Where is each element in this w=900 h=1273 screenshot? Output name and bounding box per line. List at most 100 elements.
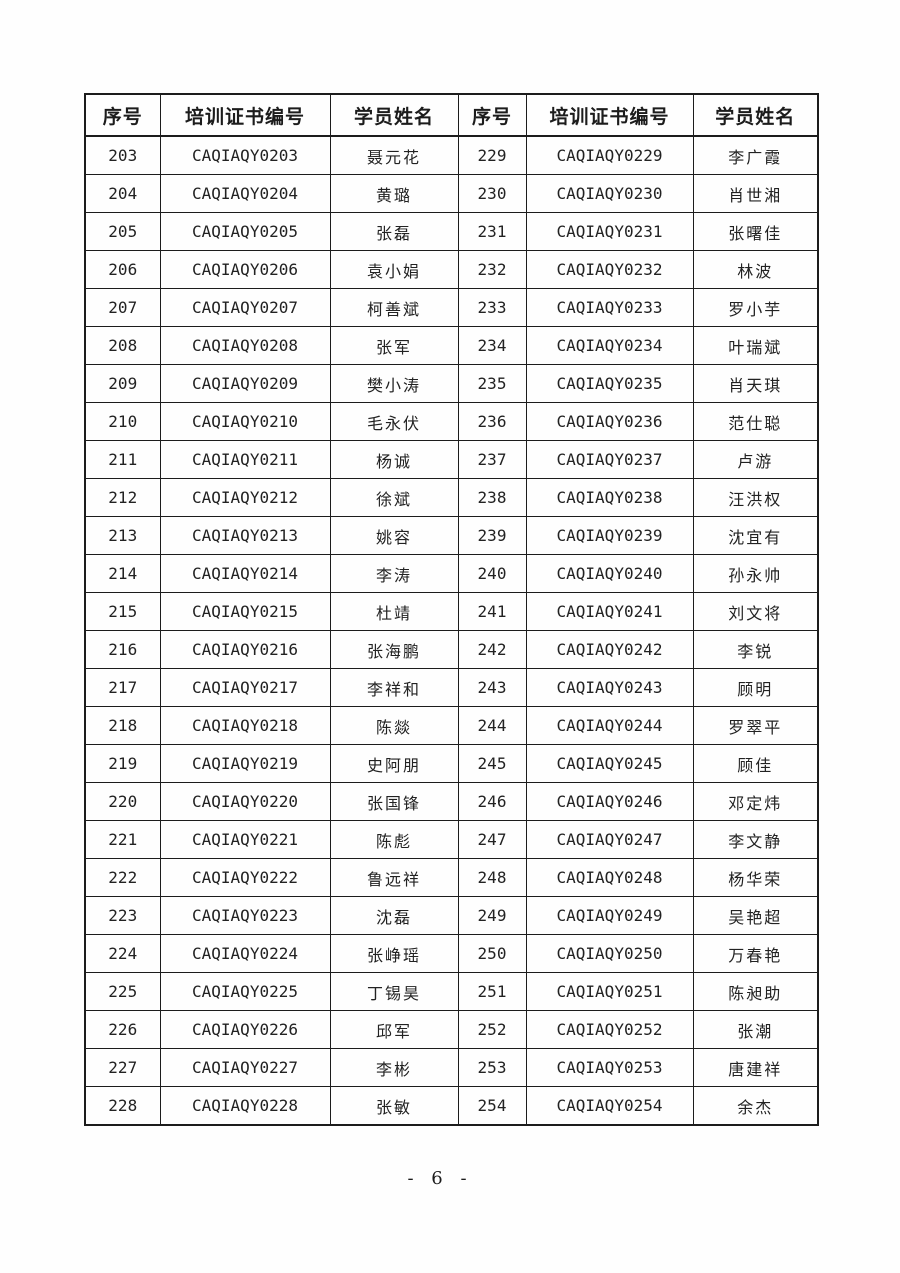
certificate-id-left-cell: CAQIAQY0222 [159, 858, 331, 897]
serial-number-left-cell: 215 [84, 592, 161, 631]
serial-number-right-cell: 238 [457, 478, 527, 517]
certificate-id-left-cell: CAQIAQY0221 [159, 820, 331, 859]
trainee-name-right-cell: 李锐 [692, 630, 819, 669]
serial-number-left-cell: 205 [84, 212, 161, 251]
certificate-id-left-cell: CAQIAQY0210 [159, 402, 331, 441]
table-row: 213 CAQIAQY0213 姚容 239 CAQIAQY0239 沈宜有 [84, 516, 819, 555]
trainee-name-right-cell: 张曙佳 [692, 212, 819, 251]
trainee-name-right-cell: 叶瑞斌 [692, 326, 819, 365]
certificate-id-left-cell: CAQIAQY0216 [159, 630, 331, 669]
certificate-id-left-cell: CAQIAQY0215 [159, 592, 331, 631]
serial-number-right-cell: 237 [457, 440, 527, 479]
trainee-name-right-cell: 余杰 [692, 1086, 819, 1126]
certificate-id-right-cell: CAQIAQY0232 [525, 250, 694, 289]
serial-number-right-cell: 231 [457, 212, 527, 251]
header-serial-right: 序号 [457, 93, 527, 137]
table-row: 222 CAQIAQY0222 鲁远祥 248 CAQIAQY0248 杨华荣 [84, 858, 819, 897]
serial-number-left-cell: 223 [84, 896, 161, 935]
trainee-name-right-cell: 李广霞 [692, 135, 819, 175]
serial-number-right-cell: 240 [457, 554, 527, 593]
table-row: 209 CAQIAQY0209 樊小涛 235 CAQIAQY0235 肖天琪 [84, 364, 819, 403]
serial-number-left-cell: 206 [84, 250, 161, 289]
trainee-name-left-cell: 柯善斌 [329, 288, 459, 327]
trainee-name-left-cell: 聂元花 [329, 135, 459, 175]
page-number: - 6 - [407, 1168, 473, 1189]
table-row: 218 CAQIAQY0218 陈燚 244 CAQIAQY0244 罗翠平 [84, 706, 819, 745]
trainee-name-right-cell: 卢游 [692, 440, 819, 479]
trainee-name-right-cell: 肖世湘 [692, 174, 819, 213]
table-row: 212 CAQIAQY0212 徐斌 238 CAQIAQY0238 汪洪权 [84, 478, 819, 517]
table-header-row: 序号 培训证书编号 学员姓名 序号 培训证书编号 学员姓名 [84, 93, 819, 137]
certificate-id-left-cell: CAQIAQY0207 [159, 288, 331, 327]
trainee-name-right-cell: 吴艳超 [692, 896, 819, 935]
table-row: 207 CAQIAQY0207 柯善斌 233 CAQIAQY0233 罗小芋 [84, 288, 819, 327]
trainee-name-left-cell: 史阿朋 [329, 744, 459, 783]
certificate-id-right-cell: CAQIAQY0237 [525, 440, 694, 479]
header-name-left: 学员姓名 [329, 93, 459, 137]
trainee-name-left-cell: 鲁远祥 [329, 858, 459, 897]
table-row: 204 CAQIAQY0204 黄璐 230 CAQIAQY0230 肖世湘 [84, 174, 819, 213]
table-row: 224 CAQIAQY0224 张峥瑶 250 CAQIAQY0250 万春艳 [84, 934, 819, 973]
serial-number-left-cell: 225 [84, 972, 161, 1011]
table-row: 215 CAQIAQY0215 杜靖 241 CAQIAQY0241 刘文将 [84, 592, 819, 631]
serial-number-left-cell: 203 [84, 135, 161, 175]
trainee-name-right-cell: 杨华荣 [692, 858, 819, 897]
certificate-id-right-cell: CAQIAQY0246 [525, 782, 694, 821]
trainee-name-left-cell: 张国锋 [329, 782, 459, 821]
table-row: 210 CAQIAQY0210 毛永伏 236 CAQIAQY0236 范仕聪 [84, 402, 819, 441]
serial-number-right-cell: 236 [457, 402, 527, 441]
trainee-name-left-cell: 李祥和 [329, 668, 459, 707]
trainee-name-left-cell: 黄璐 [329, 174, 459, 213]
certificate-id-right-cell: CAQIAQY0243 [525, 668, 694, 707]
serial-number-left-cell: 210 [84, 402, 161, 441]
trainee-name-left-cell: 樊小涛 [329, 364, 459, 403]
serial-number-right-cell: 235 [457, 364, 527, 403]
serial-number-right-cell: 233 [457, 288, 527, 327]
certificate-id-left-cell: CAQIAQY0226 [159, 1010, 331, 1049]
trainee-name-left-cell: 毛永伏 [329, 402, 459, 441]
certificate-id-left-cell: CAQIAQY0204 [159, 174, 331, 213]
table-row: 223 CAQIAQY0223 沈磊 249 CAQIAQY0249 吴艳超 [84, 896, 819, 935]
serial-number-left-cell: 204 [84, 174, 161, 213]
trainee-name-left-cell: 丁锡昊 [329, 972, 459, 1011]
serial-number-left-cell: 219 [84, 744, 161, 783]
certificate-id-left-cell: CAQIAQY0205 [159, 212, 331, 251]
serial-number-right-cell: 230 [457, 174, 527, 213]
table-row: 219 CAQIAQY0219 史阿朋 245 CAQIAQY0245 顾佳 [84, 744, 819, 783]
serial-number-right-cell: 246 [457, 782, 527, 821]
trainee-name-left-cell: 李彬 [329, 1048, 459, 1087]
serial-number-right-cell: 253 [457, 1048, 527, 1087]
table-row: 220 CAQIAQY0220 张国锋 246 CAQIAQY0246 邓定炜 [84, 782, 819, 821]
certificate-id-right-cell: CAQIAQY0240 [525, 554, 694, 593]
serial-number-right-cell: 254 [457, 1086, 527, 1126]
certificate-id-right-cell: CAQIAQY0236 [525, 402, 694, 441]
trainee-name-left-cell: 陈彪 [329, 820, 459, 859]
serial-number-right-cell: 252 [457, 1010, 527, 1049]
trainee-name-left-cell: 徐斌 [329, 478, 459, 517]
serial-number-left-cell: 228 [84, 1086, 161, 1126]
serial-number-left-cell: 213 [84, 516, 161, 555]
serial-number-right-cell: 234 [457, 326, 527, 365]
trainee-name-right-cell: 顾明 [692, 668, 819, 707]
certificate-id-right-cell: CAQIAQY0254 [525, 1086, 694, 1126]
certificate-id-left-cell: CAQIAQY0219 [159, 744, 331, 783]
serial-number-left-cell: 208 [84, 326, 161, 365]
trainee-name-right-cell: 罗翠平 [692, 706, 819, 745]
certificate-id-left-cell: CAQIAQY0220 [159, 782, 331, 821]
certificate-id-right-cell: CAQIAQY0239 [525, 516, 694, 555]
certificate-id-left-cell: CAQIAQY0211 [159, 440, 331, 479]
serial-number-left-cell: 216 [84, 630, 161, 669]
trainee-name-left-cell: 李涛 [329, 554, 459, 593]
certificate-id-right-cell: CAQIAQY0244 [525, 706, 694, 745]
certificate-id-left-cell: CAQIAQY0212 [159, 478, 331, 517]
serial-number-left-cell: 221 [84, 820, 161, 859]
serial-number-right-cell: 251 [457, 972, 527, 1011]
table-row: 225 CAQIAQY0225 丁锡昊 251 CAQIAQY0251 陈昶助 [84, 972, 819, 1011]
trainee-name-right-cell: 罗小芋 [692, 288, 819, 327]
trainee-name-left-cell: 杜靖 [329, 592, 459, 631]
serial-number-left-cell: 217 [84, 668, 161, 707]
certificate-id-right-cell: CAQIAQY0249 [525, 896, 694, 935]
serial-number-right-cell: 244 [457, 706, 527, 745]
header-serial-left: 序号 [84, 93, 161, 137]
certificate-id-left-cell: CAQIAQY0206 [159, 250, 331, 289]
